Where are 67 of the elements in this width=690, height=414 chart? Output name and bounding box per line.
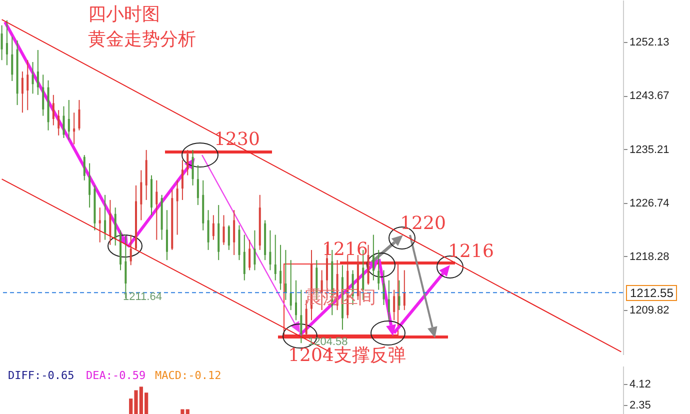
candlestick	[98, 207, 101, 243]
candlestick	[196, 164, 199, 206]
candlestick	[192, 149, 194, 186]
candlestick	[295, 280, 298, 321]
text: 黄金走势分析	[88, 29, 196, 50]
candlestick	[42, 74, 44, 116]
candlestick	[156, 180, 158, 240]
candlestick	[11, 36, 14, 82]
candlestick	[212, 214, 214, 240]
candlestick	[104, 194, 106, 240]
candlestick	[52, 94, 54, 126]
y-tick-label: 1243.67	[630, 90, 670, 102]
annotation: DEA:-0.59	[86, 369, 146, 382]
candlestick	[222, 214, 225, 246]
candlestick	[83, 154, 86, 181]
candlestick	[140, 170, 142, 221]
candlestick	[6, 20, 8, 66]
candlestick	[254, 230, 256, 271]
candlestick	[181, 160, 184, 200]
ref-line-label: 1212.55	[626, 284, 678, 301]
candlestick	[58, 110, 60, 136]
candlestick	[130, 234, 132, 266]
candlestick	[166, 210, 168, 261]
candlestick	[62, 106, 65, 138]
candlestick	[372, 234, 374, 281]
candlestick	[176, 180, 178, 236]
candlestick	[382, 270, 385, 306]
y-tick-label: 2.35	[630, 400, 651, 412]
candlestick	[207, 210, 210, 250]
candlestick	[32, 62, 34, 94]
candlestick	[378, 249, 380, 290]
annotation: 1216	[448, 241, 494, 262]
chart-title: 四小时图	[88, 4, 160, 25]
candlestick	[388, 280, 390, 321]
annotation: 1204支撑反弹	[288, 345, 406, 366]
candlestick	[109, 199, 112, 246]
candlestick	[300, 289, 302, 344]
candlestick	[243, 234, 246, 281]
y-tick-label: 1209.82	[630, 304, 670, 316]
candlestick	[78, 99, 80, 131]
candlestick	[88, 162, 91, 208]
candlestick	[36, 49, 39, 96]
candlestick	[290, 260, 292, 311]
candlestick	[398, 280, 400, 311]
annotation: 1211.64	[123, 291, 162, 303]
candlestick	[248, 239, 251, 271]
y-tick-label: 1218.28	[630, 250, 670, 263]
y-tick-label: 1226.74	[630, 197, 670, 210]
candlestick	[0, 24, 3, 61]
candlestick	[233, 210, 236, 256]
candlestick	[26, 60, 29, 111]
y-tick-label: 1235.21	[630, 144, 670, 156]
candlestick	[393, 289, 396, 321]
candlestick	[186, 149, 189, 176]
candlestick	[228, 224, 230, 250]
candlestick	[21, 71, 24, 114]
annotation: MACD:-0.12	[155, 369, 222, 382]
annotation: 1220	[400, 213, 446, 234]
candlestick	[403, 270, 406, 311]
y-tick-label: 1252.13	[630, 36, 670, 49]
candlestick	[73, 112, 76, 145]
candlestick	[274, 234, 276, 281]
annotation: DIFF:-0.65	[8, 369, 74, 382]
y-tick-label: 4.12	[630, 378, 651, 391]
candlestick	[68, 99, 70, 140]
candlestick	[269, 230, 272, 271]
candlestick	[280, 244, 282, 290]
